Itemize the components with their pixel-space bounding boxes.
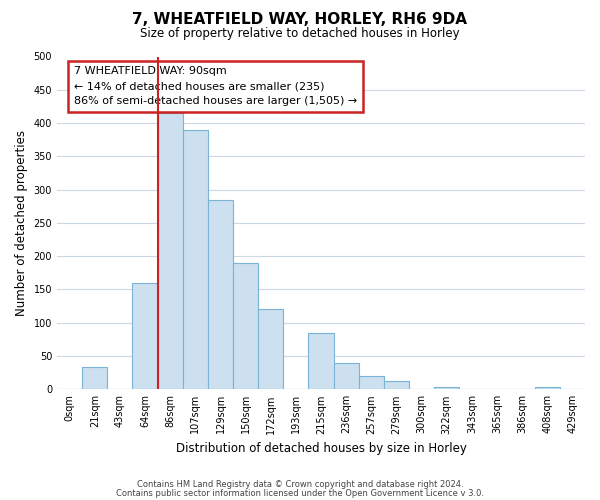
Y-axis label: Number of detached properties: Number of detached properties — [15, 130, 28, 316]
Bar — [434, 388, 459, 390]
Bar — [82, 368, 107, 390]
X-axis label: Distribution of detached houses by size in Horley: Distribution of detached houses by size … — [176, 442, 466, 455]
Text: 7 WHEATFIELD WAY: 90sqm
← 14% of detached houses are smaller (235)
86% of semi-d: 7 WHEATFIELD WAY: 90sqm ← 14% of detache… — [74, 66, 357, 106]
Bar — [158, 113, 183, 390]
Bar — [208, 200, 233, 390]
Bar — [334, 362, 359, 390]
Text: 7, WHEATFIELD WAY, HORLEY, RH6 9DA: 7, WHEATFIELD WAY, HORLEY, RH6 9DA — [133, 12, 467, 28]
Text: Contains HM Land Registry data © Crown copyright and database right 2024.: Contains HM Land Registry data © Crown c… — [137, 480, 463, 489]
Bar — [183, 130, 208, 390]
Bar — [308, 332, 334, 390]
Text: Size of property relative to detached houses in Horley: Size of property relative to detached ho… — [140, 28, 460, 40]
Text: Contains public sector information licensed under the Open Government Licence v : Contains public sector information licen… — [116, 488, 484, 498]
Bar — [535, 388, 560, 390]
Bar — [384, 382, 409, 390]
Bar — [359, 376, 384, 390]
Bar — [258, 310, 283, 390]
Bar — [133, 283, 158, 390]
Bar — [233, 263, 258, 390]
